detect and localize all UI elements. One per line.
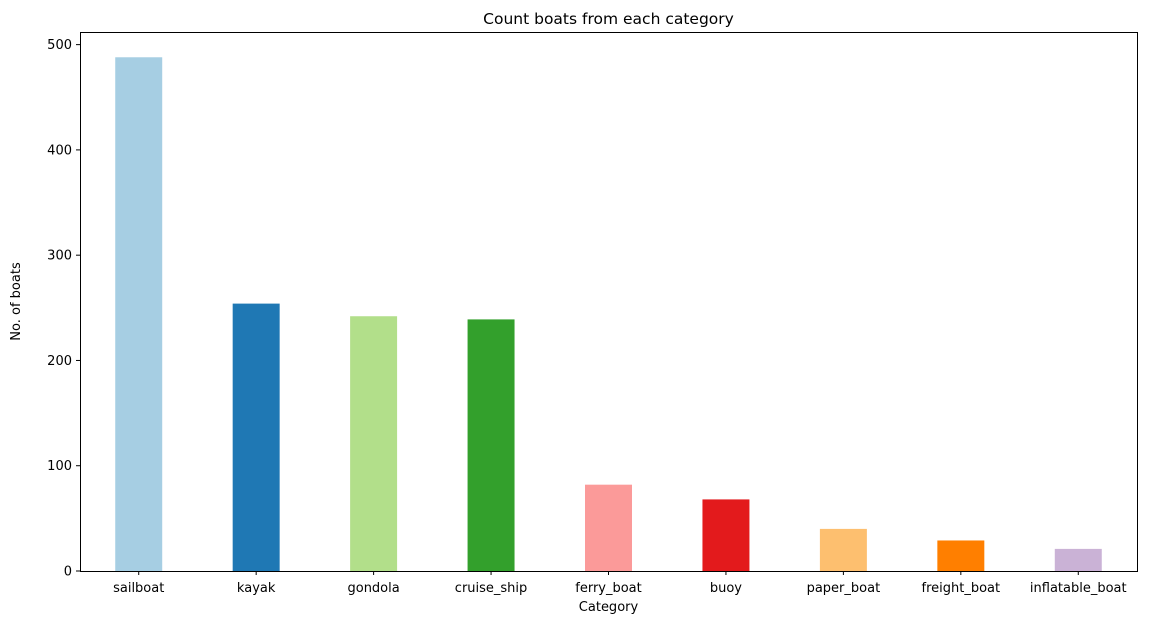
- bar-cruise_ship: [467, 319, 515, 571]
- chart-title: Count boats from each category: [483, 10, 734, 28]
- x-tick-label: cruise_ship: [455, 581, 528, 596]
- bar-freight_boat: [937, 540, 985, 571]
- bar-ferry_boat: [585, 484, 632, 571]
- x-tick-label: buoy: [710, 581, 742, 596]
- x-tick-label: kayak: [237, 581, 276, 596]
- x-tick-label: paper_boat: [807, 581, 881, 596]
- bar-inflatable_boat: [1054, 548, 1102, 571]
- x-tick-label: freight_boat: [922, 581, 1001, 596]
- bar-buoy: [702, 499, 750, 571]
- y-tick-label: 100: [47, 459, 72, 474]
- plot-frame: [80, 32, 1138, 572]
- x-tick-label: ferry_boat: [575, 581, 642, 596]
- x-tick-label: sailboat: [113, 581, 164, 596]
- bar-sailboat: [115, 57, 163, 571]
- bar-kayak: [232, 303, 280, 571]
- bar-paper_boat: [819, 528, 867, 571]
- y-tick-label: 500: [47, 38, 72, 53]
- x-tick-label: gondola: [347, 581, 399, 596]
- y-tick-label: 0: [64, 565, 72, 580]
- x-axis-ticks: sailboat kayak gondola cruise_ship ferry_boa…: [113, 571, 1127, 596]
- bar-gondola: [350, 316, 398, 571]
- y-tick-label: 400: [47, 143, 72, 158]
- x-tick-label: inflatable_boat: [1030, 581, 1127, 596]
- y-tick-label: 300: [47, 249, 72, 264]
- y-axis-ticks: 0 100 200 300 400 500: [47, 38, 80, 580]
- x-axis-label: Category: [579, 600, 639, 615]
- bars-group: [115, 57, 1102, 571]
- y-tick-label: 200: [47, 354, 72, 369]
- y-axis-label: No. of boats: [9, 262, 24, 341]
